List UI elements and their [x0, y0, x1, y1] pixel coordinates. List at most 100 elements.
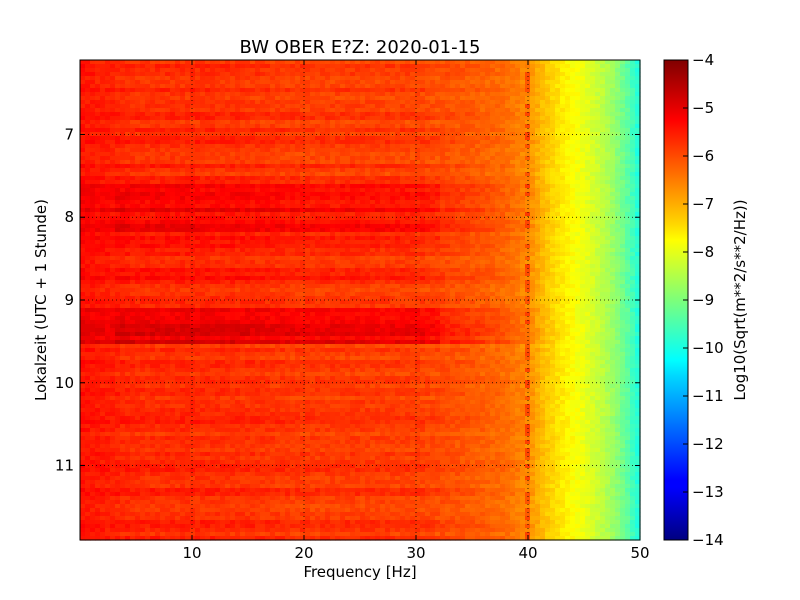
- heatmap-cell: [395, 220, 401, 225]
- heatmap-cell: [135, 136, 141, 141]
- heatmap-cell: [325, 124, 331, 129]
- heatmap-cell: [160, 176, 166, 181]
- heatmap-cell: [450, 168, 456, 173]
- heatmap-cell: [100, 88, 106, 93]
- heatmap-cell: [450, 160, 456, 165]
- heatmap-cell: [300, 92, 306, 97]
- heatmap-cell: [240, 228, 246, 233]
- heatmap-cell: [630, 224, 636, 229]
- heatmap-cell: [355, 116, 361, 121]
- heatmap-cell: [215, 80, 221, 85]
- heatmap-cell: [150, 136, 156, 141]
- heatmap-cell: [535, 180, 541, 185]
- heatmap-cell: [430, 68, 436, 73]
- heatmap-cell: [115, 80, 121, 85]
- heatmap-cell: [220, 216, 226, 221]
- heatmap-cell: [325, 152, 331, 157]
- heatmap-cell: [445, 192, 451, 197]
- heatmap-cell: [110, 220, 116, 225]
- heatmap-cell: [525, 92, 531, 97]
- heatmap-cell: [135, 232, 141, 237]
- heatmap-cell: [185, 80, 191, 85]
- heatmap-cell: [530, 68, 536, 73]
- heatmap-cell: [545, 152, 551, 157]
- heatmap-cell: [140, 72, 146, 77]
- heatmap-cell: [90, 152, 96, 157]
- heatmap-cell: [275, 176, 281, 181]
- heatmap-cell: [315, 128, 321, 133]
- heatmap-cell: [260, 196, 266, 201]
- heatmap-cell: [140, 140, 146, 145]
- heatmap-cell: [130, 164, 136, 169]
- heatmap-cell: [455, 224, 461, 229]
- heatmap-cell: [250, 216, 256, 221]
- heatmap-cell: [430, 148, 436, 153]
- heatmap-cell: [200, 172, 206, 177]
- heatmap-cell: [610, 136, 616, 141]
- heatmap-cell: [320, 140, 326, 145]
- heatmap-cell: [450, 172, 456, 177]
- heatmap-cell: [95, 196, 101, 201]
- heatmap-cell: [535, 100, 541, 105]
- heatmap-cell: [390, 84, 396, 89]
- heatmap-cell: [315, 140, 321, 145]
- heatmap-cell: [345, 76, 351, 81]
- heatmap-cell: [355, 164, 361, 169]
- heatmap-cell: [230, 140, 236, 145]
- heatmap-cell: [150, 112, 156, 117]
- heatmap-cell: [105, 156, 111, 161]
- heatmap-cell: [485, 100, 491, 105]
- heatmap-cell: [345, 124, 351, 129]
- heatmap-cell: [555, 64, 561, 69]
- heatmap-cell: [95, 116, 101, 121]
- heatmap-cell: [80, 84, 86, 89]
- heatmap-cell: [530, 184, 536, 189]
- heatmap-cell: [635, 188, 641, 193]
- heatmap-cell: [435, 180, 441, 185]
- heatmap-cell: [240, 164, 246, 169]
- heatmap-cell: [150, 184, 156, 189]
- heatmap-cell: [325, 68, 331, 73]
- heatmap-cell: [455, 124, 461, 129]
- heatmap-cell: [345, 200, 351, 205]
- heatmap-cell: [435, 144, 441, 149]
- heatmap-cell: [325, 208, 331, 213]
- heatmap-cell: [245, 216, 251, 221]
- heatmap-cell: [385, 168, 391, 173]
- heatmap-cell: [520, 192, 526, 197]
- heatmap-cell: [355, 144, 361, 149]
- heatmap-cell: [105, 100, 111, 105]
- heatmap-cell: [395, 228, 401, 233]
- heatmap-cell: [170, 112, 176, 117]
- heatmap-cell: [365, 224, 371, 229]
- heatmap-cell: [240, 216, 246, 221]
- heatmap-cell: [500, 224, 506, 229]
- heatmap-cell: [635, 180, 641, 185]
- heatmap-cell: [250, 228, 256, 233]
- heatmap-cell: [560, 132, 566, 137]
- heatmap-cell: [480, 156, 486, 161]
- heatmap-cell: [80, 64, 86, 69]
- heatmap-cell: [285, 104, 291, 109]
- heatmap-cell: [490, 104, 496, 109]
- heatmap-cell: [495, 120, 501, 125]
- heatmap-cell: [230, 128, 236, 133]
- heatmap-cell: [195, 168, 201, 173]
- heatmap-cell: [210, 144, 216, 149]
- heatmap-cell: [490, 136, 496, 141]
- heatmap-cell: [550, 112, 556, 117]
- heatmap-cell: [570, 136, 576, 141]
- heatmap-cell: [85, 152, 91, 157]
- heatmap-cell: [290, 140, 296, 145]
- heatmap-cell: [360, 156, 366, 161]
- heatmap-cell: [535, 132, 541, 137]
- heatmap-cell: [420, 104, 426, 109]
- heatmap-cell: [250, 232, 256, 237]
- heatmap-cell: [205, 176, 211, 181]
- heatmap-cell: [615, 224, 621, 229]
- heatmap-cell: [555, 208, 561, 213]
- heatmap-cell: [360, 92, 366, 97]
- heatmap-cell: [285, 228, 291, 233]
- heatmap-cell: [510, 176, 516, 181]
- heatmap-cell: [455, 220, 461, 225]
